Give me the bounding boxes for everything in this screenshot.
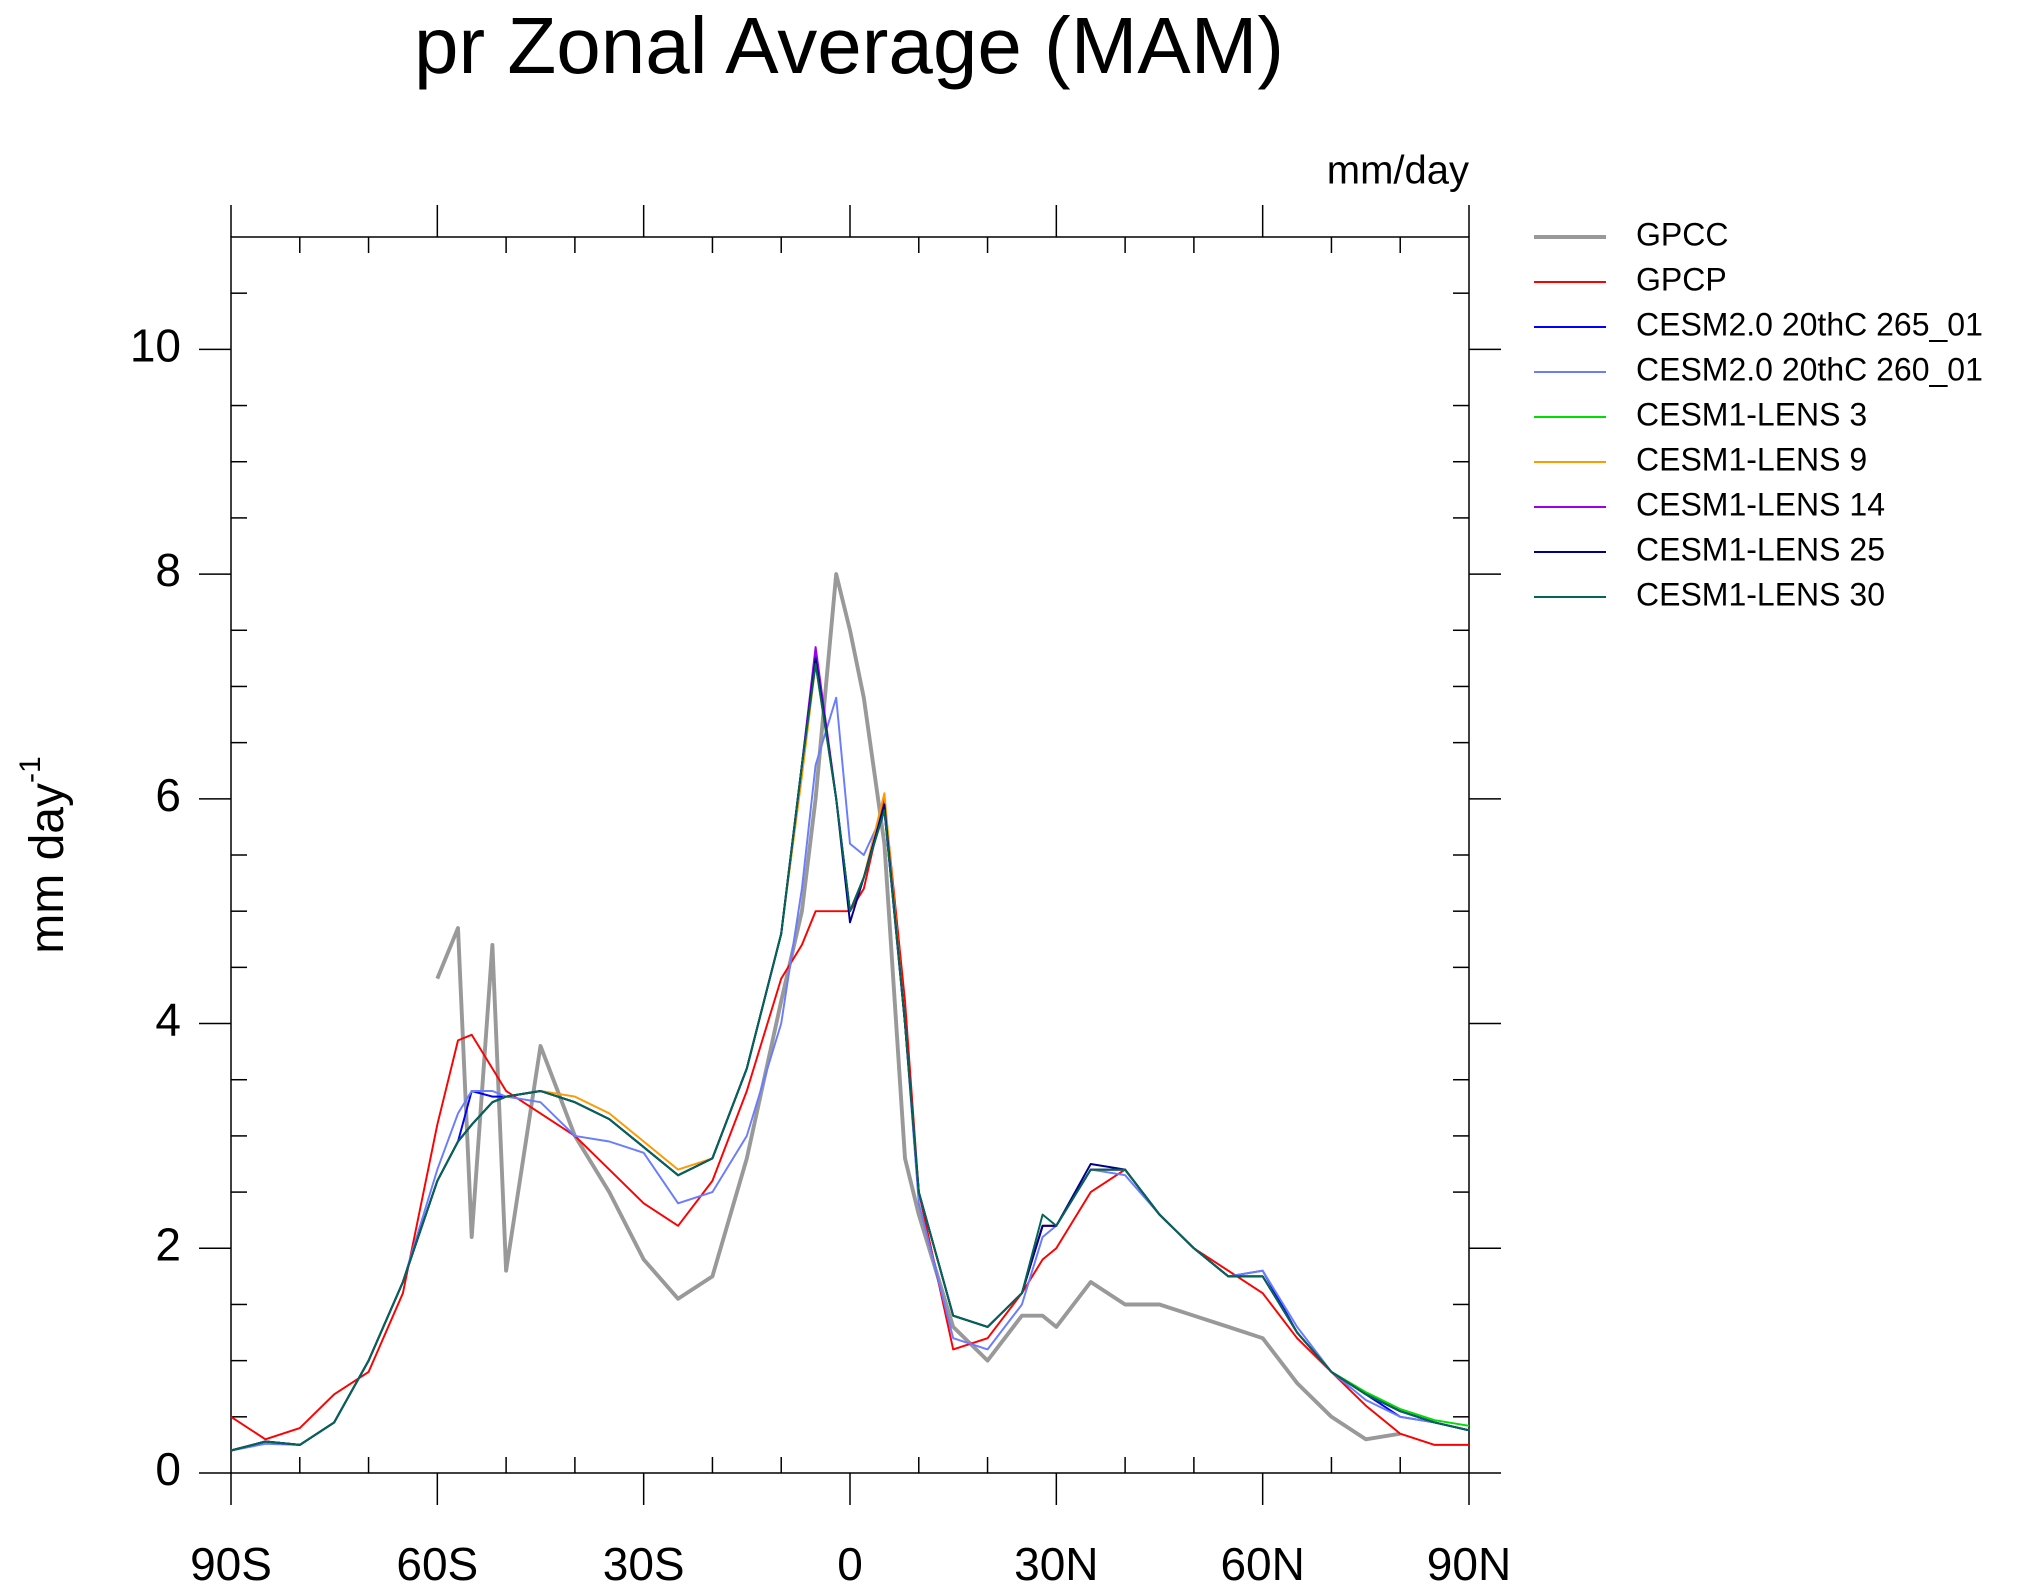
x-tick-label: 90S [190,1538,272,1590]
legend-label: CESM2.0 20thC 260_01 [1636,351,1983,387]
series-line [230,797,1469,1446]
x-tick-label: 60S [396,1538,478,1590]
series-line [230,663,1470,1452]
y-axis-label: mm day-1 [14,756,74,953]
x-tick-label: 60N [1220,1538,1304,1590]
series-line [230,696,1470,1452]
legend-label: CESM1-LENS 3 [1636,396,1867,432]
legend-label: CESM1-LENS 9 [1636,441,1867,477]
y-tick-label: 2 [155,1218,181,1270]
y-tick-label: 6 [155,769,181,821]
units-label: mm/day [1327,149,1469,193]
y-axis-label-main: mm day [21,783,74,954]
y-axis-label-sup: -1 [14,756,47,783]
chart-title: pr Zonal Average (MAM) [414,1,1284,90]
legend-label: CESM2.0 20thC 265_01 [1636,306,1983,342]
legend-label: GPCC [1636,216,1728,252]
x-tick-label: 0 [837,1538,863,1590]
legend-label: GPCP [1636,261,1727,297]
y-tick-label: 4 [155,994,181,1046]
series-line [230,646,1470,1452]
series-line [230,663,1470,1452]
series-line [230,663,1470,1452]
series-line [435,572,1401,1442]
series-line [230,657,1470,1452]
y-tick-label: 8 [155,544,181,596]
x-tick-label: 30N [1014,1538,1098,1590]
legend-label: CESM1-LENS 30 [1636,576,1885,612]
y-tick-label: 10 [130,320,181,372]
y-tick-label: 0 [155,1443,181,1495]
legend-label: CESM1-LENS 25 [1636,531,1885,567]
series-line [230,651,1470,1452]
x-tick-label: 90N [1427,1538,1511,1590]
x-tick-label: 30S [603,1538,685,1590]
plot-frame [230,236,1470,1474]
legend-label: CESM1-LENS 14 [1636,486,1885,522]
